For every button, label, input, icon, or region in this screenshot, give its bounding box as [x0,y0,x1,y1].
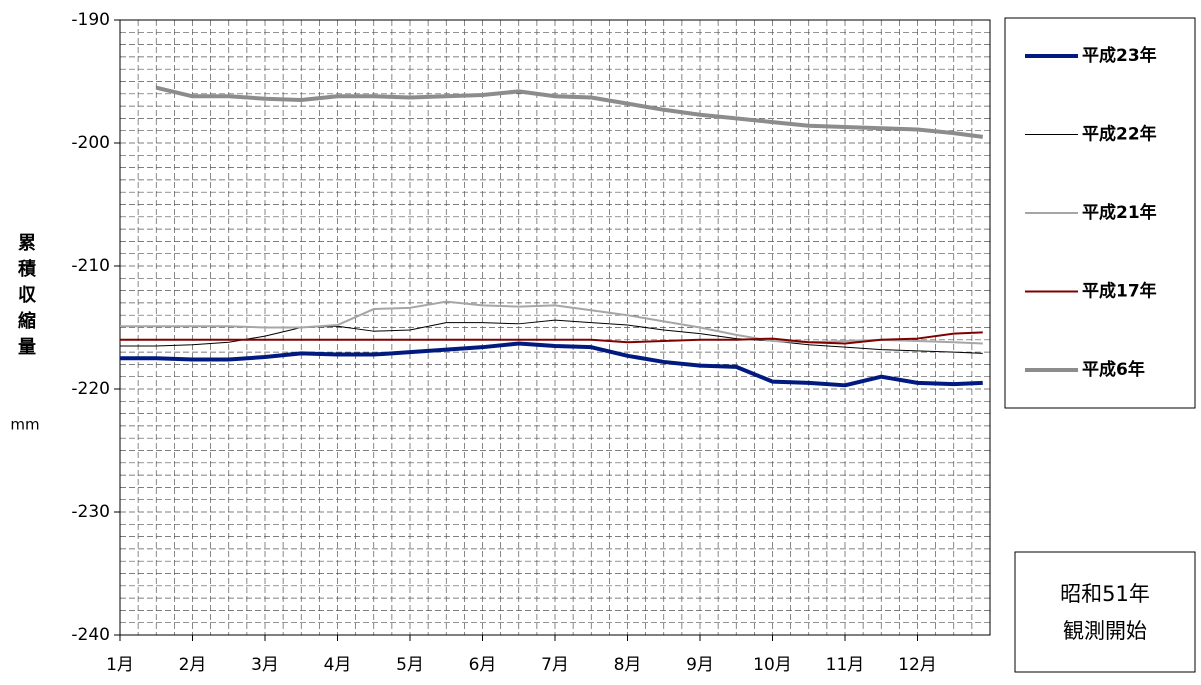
x-tick-label: 10月 [753,655,792,675]
series-line [155,85,984,139]
legend-label: 平成17年 [1082,281,1157,302]
y-tick-label: -230 [71,502,110,522]
x-tick-label: 9月 [686,655,714,675]
x-tick-label: 5月 [396,655,424,675]
legend-label: 平成21年 [1082,202,1157,223]
x-tick-label: 7月 [541,655,569,675]
legend-label: 平成22年 [1082,124,1157,145]
x-tick-label: 6月 [469,655,497,675]
series-line [120,331,983,345]
y-tick-label: -220 [71,379,110,399]
legend-label: 平成23年 [1082,45,1157,66]
annotation: 昭和51年 [1060,582,1150,606]
annotation-box [1014,551,1196,673]
y-tick-label: -240 [71,625,110,645]
y-tick-label: -190 [71,10,110,30]
x-tick-label: 12月 [898,655,937,675]
x-tick-label: 8月 [614,655,642,675]
x-tick-label: 3月 [251,655,279,675]
y-tick-label: -210 [71,256,110,276]
x-tick-label: 2月 [179,655,207,675]
annotation: 観測開始 [1063,619,1147,643]
y-axis-unit: mm [10,416,39,434]
x-tick-label: 11月 [826,655,865,675]
legend-label: 平成6年 [1082,359,1145,380]
y-axis-label: 累積収縮量 [15,233,37,363]
series-line [120,319,983,354]
x-tick-label: 1月 [106,655,134,675]
y-tick-label: -200 [71,133,110,153]
series-line [120,341,983,388]
x-tick-label: 4月 [324,655,352,675]
series-line [120,300,983,345]
